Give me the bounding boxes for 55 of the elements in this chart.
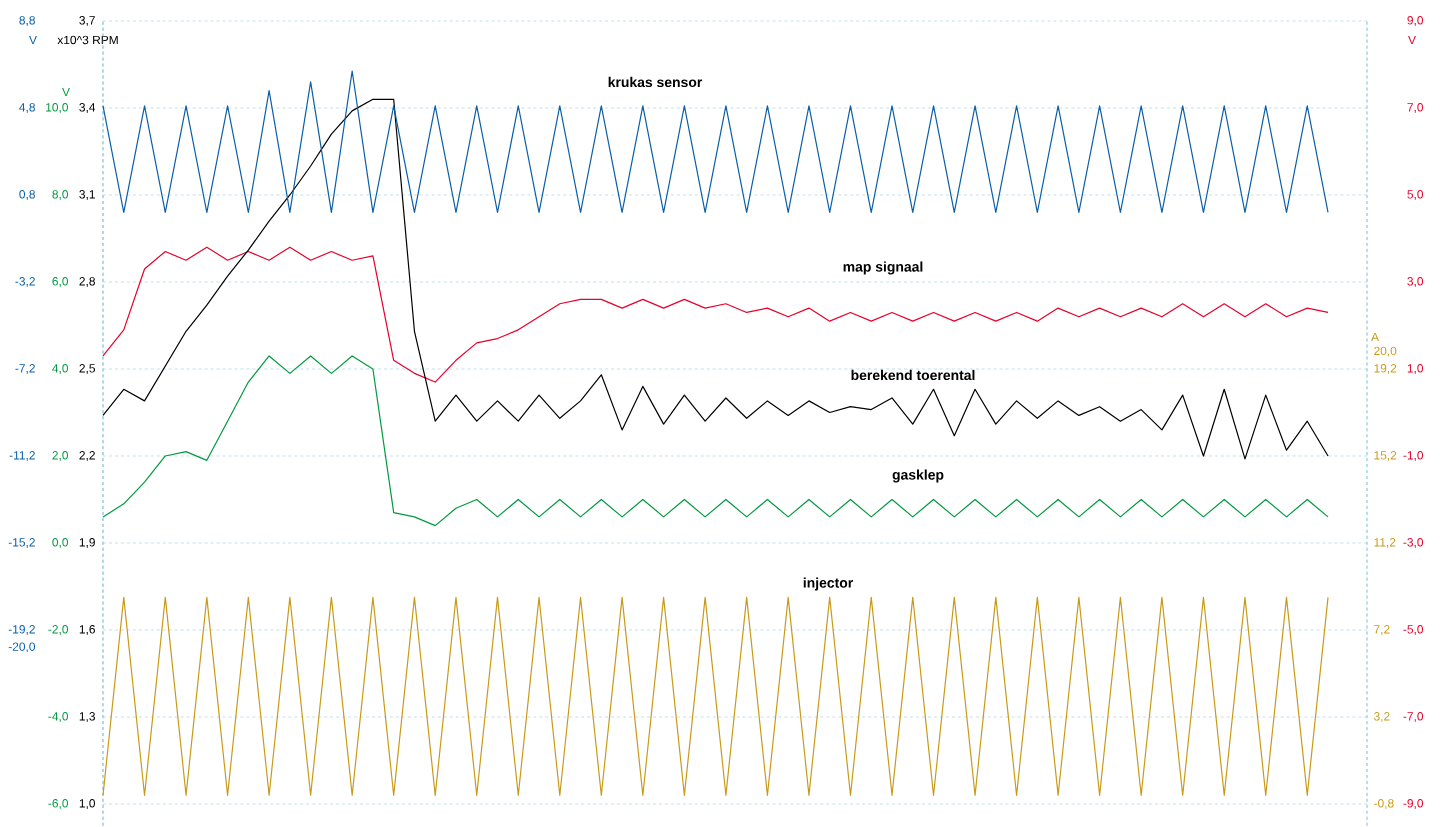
- y3-axis-title: V: [62, 87, 70, 97]
- y-tick-label: -19,2: [8, 625, 35, 635]
- y3-tick-label: 6,0: [52, 277, 69, 287]
- y-tick-label: 3,7: [79, 16, 95, 26]
- y3-tick-label: 2,0: [52, 451, 69, 461]
- y2-tick-label: -7,0: [1403, 712, 1424, 722]
- y-axis-title: x10^3 RPM: [57, 35, 118, 45]
- y2-tick-label: 19,2: [1374, 364, 1397, 374]
- series-label: injector: [803, 577, 853, 591]
- y-tick-label: 3,4: [79, 103, 96, 113]
- y-tick-label: 8,8: [19, 16, 35, 26]
- y3-tick-label: -4,0: [48, 712, 69, 722]
- series-label: gasklep: [892, 469, 944, 483]
- y3-tick-label: -6,0: [48, 799, 69, 809]
- y3-tick-label: 4,0: [52, 364, 69, 374]
- y2-tick-label: 15,2: [1374, 451, 1397, 461]
- y2-tick-label: -3,0: [1403, 538, 1424, 548]
- y2-tick-label: -1,0: [1403, 451, 1424, 461]
- y2-tick-label: 11,2: [1374, 538, 1396, 548]
- y2-tick-label: 3,2: [1374, 712, 1390, 722]
- y-tick-label: 4,8: [19, 103, 35, 113]
- y2-tick-label: 7,0: [1407, 103, 1424, 113]
- y2-tick-label: 5,0: [1407, 190, 1424, 200]
- y-tick-label: 2,2: [79, 451, 95, 461]
- y2-tick-label: 3,0: [1407, 277, 1424, 287]
- y2-tick-label: 9,0: [1407, 16, 1424, 26]
- y-tick-label: 1,3: [79, 712, 95, 722]
- y2-tick-label: 20,0: [1374, 346, 1397, 357]
- y-tick-label: 3,1: [79, 190, 95, 200]
- y2-tick-label: -9,0: [1403, 799, 1424, 809]
- y3-tick-label: 0,0: [52, 538, 69, 548]
- y-tick-label: -15,2: [8, 538, 35, 548]
- y-tick-label: 1,9: [79, 538, 95, 548]
- y3-tick-label: 10,0: [46, 103, 69, 113]
- y-tick-label: 2,8: [79, 277, 95, 287]
- y2-tick-label: 1,0: [1407, 364, 1424, 374]
- y3-tick-label: 8,0: [52, 190, 69, 200]
- y3-tick-label: -2,0: [48, 625, 69, 635]
- y2-axis-title: V: [1408, 35, 1416, 45]
- y2-tick-label: 7,2: [1374, 625, 1390, 635]
- y-tick-label: 1,6: [79, 625, 95, 635]
- y2-axis-title: A: [1371, 332, 1379, 342]
- y-tick-label: 1,0: [79, 799, 96, 809]
- y2-tick-label: -0,8: [1374, 799, 1394, 809]
- y-tick-label: 0,8: [19, 190, 35, 200]
- text: map signaal: [843, 261, 923, 275]
- series-label: berekend toerental: [851, 369, 975, 381]
- y-tick-label: -3,2: [15, 277, 35, 287]
- y-axis-title: V: [29, 35, 37, 45]
- y-tick-label: -20,0: [8, 642, 36, 653]
- series-label: krukas sensor: [608, 76, 703, 88]
- y-tick-label: 2,5: [79, 364, 95, 374]
- y-tick-label: -11,2: [9, 451, 35, 461]
- y-tick-label: -7,2: [15, 364, 35, 374]
- y2-tick-label: -5,0: [1403, 625, 1424, 635]
